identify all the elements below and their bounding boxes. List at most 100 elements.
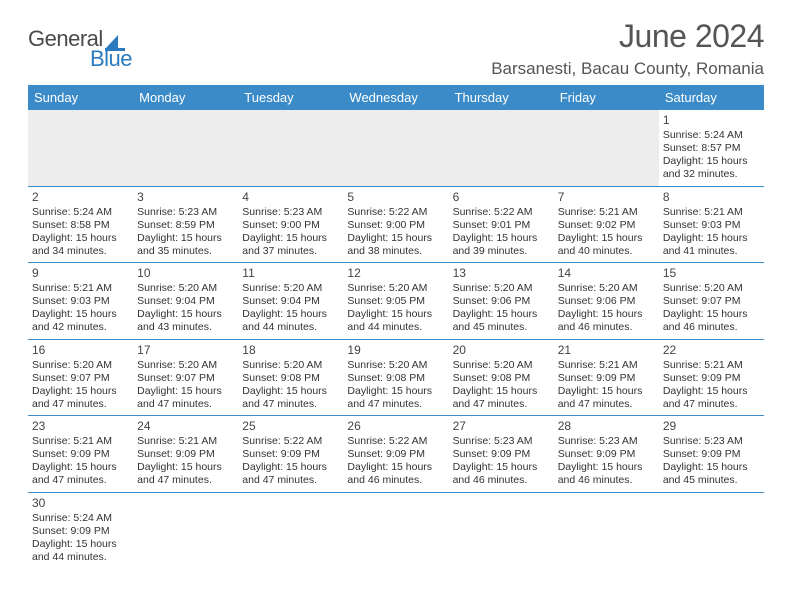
week-row: 23Sunrise: 5:21 AMSunset: 9:09 PMDayligh… [28, 416, 764, 493]
day-detail: Sunset: 9:06 PM [453, 295, 550, 308]
day-detail: Sunset: 9:07 PM [137, 372, 234, 385]
day-cell: 15Sunrise: 5:20 AMSunset: 9:07 PMDayligh… [659, 263, 764, 339]
day-number: 19 [347, 343, 444, 358]
day-cell: 29Sunrise: 5:23 AMSunset: 9:09 PMDayligh… [659, 416, 764, 492]
empty-cell [449, 493, 554, 569]
empty-cell [554, 110, 659, 186]
day-detail: and 47 minutes. [663, 398, 760, 411]
day-detail: Sunset: 9:04 PM [242, 295, 339, 308]
day-number: 27 [453, 419, 550, 434]
day-detail: Daylight: 15 hours [137, 308, 234, 321]
day-detail: Sunrise: 5:21 AM [558, 359, 655, 372]
day-detail: Daylight: 15 hours [32, 232, 129, 245]
day-detail: Sunset: 9:09 PM [32, 525, 129, 538]
day-detail: Daylight: 15 hours [453, 385, 550, 398]
day-detail: and 47 minutes. [137, 474, 234, 487]
day-detail: Daylight: 15 hours [663, 308, 760, 321]
day-number: 24 [137, 419, 234, 434]
day-detail: Sunrise: 5:20 AM [453, 359, 550, 372]
day-detail: Sunset: 9:09 PM [663, 448, 760, 461]
day-number: 23 [32, 419, 129, 434]
week-row: 1Sunrise: 5:24 AMSunset: 8:57 PMDaylight… [28, 110, 764, 187]
day-cell: 20Sunrise: 5:20 AMSunset: 9:08 PMDayligh… [449, 340, 554, 416]
day-number: 7 [558, 190, 655, 205]
week-row: 2Sunrise: 5:24 AMSunset: 8:58 PMDaylight… [28, 187, 764, 264]
day-detail: and 44 minutes. [32, 551, 129, 564]
day-detail: Sunrise: 5:23 AM [663, 435, 760, 448]
location-text: Barsanesti, Bacau County, Romania [491, 59, 764, 79]
day-detail: Sunrise: 5:22 AM [347, 435, 444, 448]
day-number: 9 [32, 266, 129, 281]
weekday-header-row: Sunday Monday Tuesday Wednesday Thursday… [28, 85, 764, 110]
weekday-header: Monday [133, 85, 238, 110]
day-detail: Sunset: 9:08 PM [242, 372, 339, 385]
day-detail: Sunset: 9:07 PM [32, 372, 129, 385]
day-detail: Daylight: 15 hours [242, 385, 339, 398]
day-number: 13 [453, 266, 550, 281]
day-number: 14 [558, 266, 655, 281]
day-cell: 23Sunrise: 5:21 AMSunset: 9:09 PMDayligh… [28, 416, 133, 492]
day-detail: Sunrise: 5:20 AM [453, 282, 550, 295]
day-cell: 3Sunrise: 5:23 AMSunset: 8:59 PMDaylight… [133, 187, 238, 263]
day-number: 21 [558, 343, 655, 358]
day-detail: Daylight: 15 hours [347, 232, 444, 245]
day-number: 8 [663, 190, 760, 205]
day-detail: Sunset: 9:08 PM [453, 372, 550, 385]
day-cell: 10Sunrise: 5:20 AMSunset: 9:04 PMDayligh… [133, 263, 238, 339]
calendar: Sunday Monday Tuesday Wednesday Thursday… [28, 85, 764, 568]
empty-cell [133, 110, 238, 186]
day-cell: 22Sunrise: 5:21 AMSunset: 9:09 PMDayligh… [659, 340, 764, 416]
day-detail: and 44 minutes. [347, 321, 444, 334]
day-cell: 6Sunrise: 5:22 AMSunset: 9:01 PMDaylight… [449, 187, 554, 263]
day-detail: Sunrise: 5:20 AM [137, 359, 234, 372]
day-detail: and 47 minutes. [137, 398, 234, 411]
week-row: 9Sunrise: 5:21 AMSunset: 9:03 PMDaylight… [28, 263, 764, 340]
day-detail: Sunrise: 5:23 AM [453, 435, 550, 448]
week-row: 30Sunrise: 5:24 AMSunset: 9:09 PMDayligh… [28, 493, 764, 569]
day-detail: Daylight: 15 hours [663, 461, 760, 474]
day-number: 1 [663, 113, 760, 128]
day-number: 25 [242, 419, 339, 434]
day-detail: and 38 minutes. [347, 245, 444, 258]
day-detail: and 47 minutes. [32, 474, 129, 487]
day-number: 15 [663, 266, 760, 281]
day-detail: Sunset: 9:09 PM [558, 448, 655, 461]
day-detail: Daylight: 15 hours [242, 308, 339, 321]
weekday-header: Wednesday [343, 85, 448, 110]
day-number: 22 [663, 343, 760, 358]
day-detail: Sunset: 9:00 PM [242, 219, 339, 232]
empty-cell [28, 110, 133, 186]
day-number: 29 [663, 419, 760, 434]
day-detail: Daylight: 15 hours [347, 385, 444, 398]
day-detail: and 40 minutes. [558, 245, 655, 258]
day-detail: and 41 minutes. [663, 245, 760, 258]
day-detail: and 37 minutes. [242, 245, 339, 258]
empty-cell [133, 493, 238, 569]
weekday-header: Friday [554, 85, 659, 110]
day-detail: Sunset: 9:09 PM [558, 372, 655, 385]
day-detail: Sunset: 8:59 PM [137, 219, 234, 232]
day-number: 12 [347, 266, 444, 281]
day-detail: Sunset: 9:04 PM [137, 295, 234, 308]
day-detail: and 42 minutes. [32, 321, 129, 334]
day-detail: and 46 minutes. [558, 474, 655, 487]
weekday-header: Saturday [659, 85, 764, 110]
day-detail: and 47 minutes. [32, 398, 129, 411]
empty-cell [659, 493, 764, 569]
day-detail: Sunrise: 5:20 AM [242, 359, 339, 372]
day-detail: and 43 minutes. [137, 321, 234, 334]
day-detail: and 39 minutes. [453, 245, 550, 258]
empty-cell [343, 110, 448, 186]
day-detail: Daylight: 15 hours [558, 232, 655, 245]
day-number: 2 [32, 190, 129, 205]
day-detail: Sunrise: 5:21 AM [558, 206, 655, 219]
day-detail: Sunrise: 5:22 AM [453, 206, 550, 219]
day-number: 20 [453, 343, 550, 358]
day-cell: 30Sunrise: 5:24 AMSunset: 9:09 PMDayligh… [28, 493, 133, 569]
day-detail: Daylight: 15 hours [137, 385, 234, 398]
day-detail: Sunrise: 5:24 AM [32, 206, 129, 219]
day-cell: 24Sunrise: 5:21 AMSunset: 9:09 PMDayligh… [133, 416, 238, 492]
day-detail: Sunset: 9:02 PM [558, 219, 655, 232]
day-cell: 11Sunrise: 5:20 AMSunset: 9:04 PMDayligh… [238, 263, 343, 339]
day-detail: Sunset: 9:09 PM [453, 448, 550, 461]
